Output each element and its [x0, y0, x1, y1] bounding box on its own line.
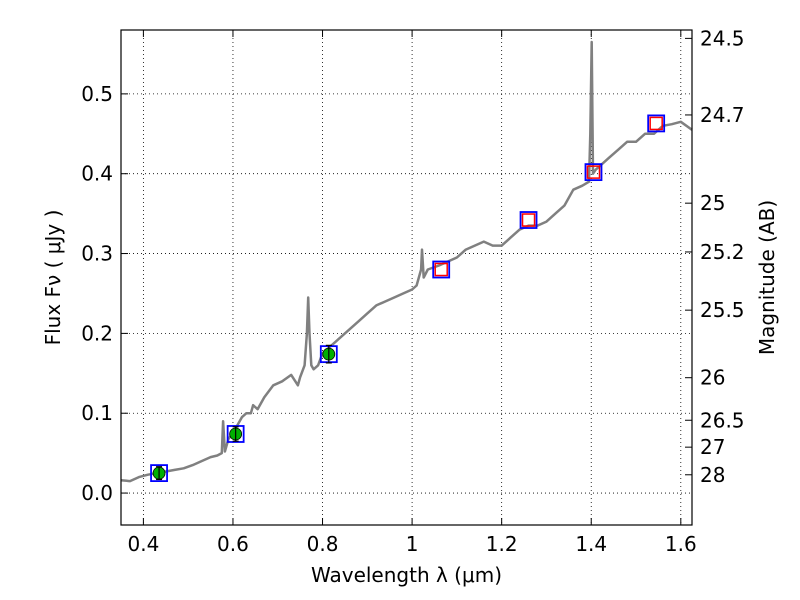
- model-phot-box-red: [649, 116, 663, 131]
- spectrum-line: [120, 40, 693, 483]
- right-tick-label: 24.5: [700, 26, 745, 50]
- model-phot-box-blue: [584, 163, 603, 182]
- x-tick-labels: 0.4 0.6 0.8 1 1.2 1.4 1.6: [127, 532, 696, 556]
- model-phot-box-red: [434, 262, 448, 277]
- model-phot-box-blue: [647, 114, 666, 133]
- tick-marks: [121, 30, 692, 525]
- model-phot-box-blue: [150, 464, 168, 483]
- plot-frame: [120, 29, 693, 526]
- right-tick-label: 27: [700, 435, 725, 459]
- right-tick-label: 26.5: [700, 408, 745, 432]
- y-tick-label: 0.2: [81, 321, 113, 345]
- model-phot-box-blue: [226, 425, 245, 443]
- y-axis-title: Flux Fν ( μJy ): [41, 210, 65, 346]
- y-tick-label: 0.3: [81, 242, 113, 266]
- y-tick-labels: 0.0 0.1 0.2 0.3 0.4 0.5: [81, 82, 113, 505]
- right-tick-labels: 24.5 24.7 25 25.2 25.5 26 26.5 27 28: [700, 26, 745, 486]
- model-phot-box-red: [521, 213, 536, 227]
- right-tick-label: 25.5: [700, 298, 745, 322]
- x-tick-label: 0.8: [307, 532, 339, 556]
- x-axis-title: Wavelength λ (μm): [311, 563, 502, 587]
- right-tick-label: 25: [700, 191, 725, 215]
- right-axis-title: Magnitude (AB): [755, 200, 779, 355]
- grid-lines: [121, 30, 692, 525]
- model-phot-box-blue: [519, 211, 538, 229]
- x-tick-label: 1.2: [486, 532, 518, 556]
- y-tick-label: 0.4: [81, 162, 113, 186]
- right-tick-label: 28: [700, 463, 725, 487]
- y-tick-label: 0.0: [81, 481, 113, 505]
- x-tick-label: 1.6: [665, 532, 697, 556]
- right-tick-label: 26: [700, 366, 725, 390]
- model-phot-box-red: [586, 165, 601, 179]
- right-tick-label: 24.7: [700, 103, 745, 127]
- model-phot-box-blue: [432, 260, 451, 279]
- spectrum-layer: [120, 40, 693, 483]
- marker-layer: [150, 114, 666, 483]
- x-tick-label: 0.4: [127, 532, 159, 556]
- y-tick-label: 0.1: [81, 401, 113, 425]
- x-tick-label: 0.6: [217, 532, 249, 556]
- y-tick-label: 0.5: [81, 82, 113, 106]
- x-tick-label: 1: [406, 532, 419, 556]
- right-tick-label: 25.2: [700, 240, 745, 264]
- x-tick-label: 1.4: [575, 532, 607, 556]
